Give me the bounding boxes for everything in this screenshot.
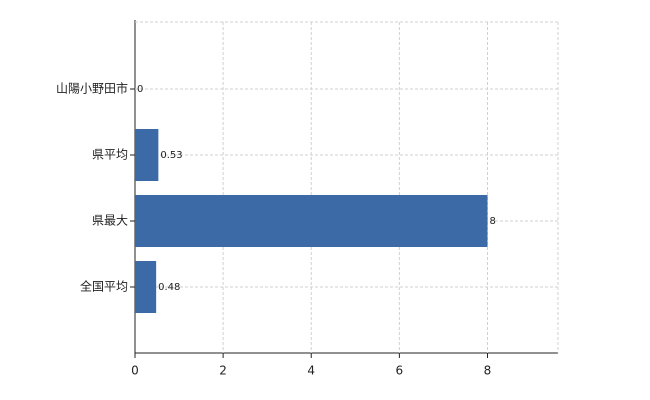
y-tick-label: 県平均 bbox=[92, 148, 128, 162]
y-tick-label: 全国平均 bbox=[80, 279, 128, 294]
value-label: 0.48 bbox=[158, 282, 180, 293]
x-tick-label: 2 bbox=[219, 364, 227, 378]
bar bbox=[135, 129, 159, 181]
value-label: 0 bbox=[137, 84, 143, 95]
x-tick-label: 6 bbox=[396, 364, 404, 378]
y-tick-label: 県最大 bbox=[92, 214, 128, 228]
x-tick-label: 4 bbox=[307, 364, 315, 378]
y-tick-label: 山陽小野田市 bbox=[56, 81, 128, 96]
x-tick-label: 8 bbox=[484, 364, 492, 378]
x-tick-label: 0 bbox=[131, 364, 139, 378]
value-label: 0.53 bbox=[160, 150, 182, 161]
bar bbox=[135, 261, 157, 313]
value-label: 8 bbox=[490, 216, 496, 227]
bar bbox=[135, 195, 488, 247]
